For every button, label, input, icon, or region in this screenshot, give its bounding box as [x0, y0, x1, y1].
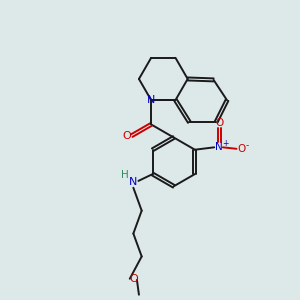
Text: O: O	[238, 144, 246, 154]
Text: H: H	[122, 170, 129, 180]
Text: +: +	[222, 139, 229, 148]
Text: O: O	[215, 118, 224, 128]
Text: N: N	[147, 95, 155, 105]
Text: O: O	[122, 130, 131, 141]
Text: N: N	[215, 142, 223, 152]
Text: N: N	[129, 177, 137, 188]
Text: O: O	[129, 274, 138, 284]
Text: -: -	[246, 141, 249, 150]
